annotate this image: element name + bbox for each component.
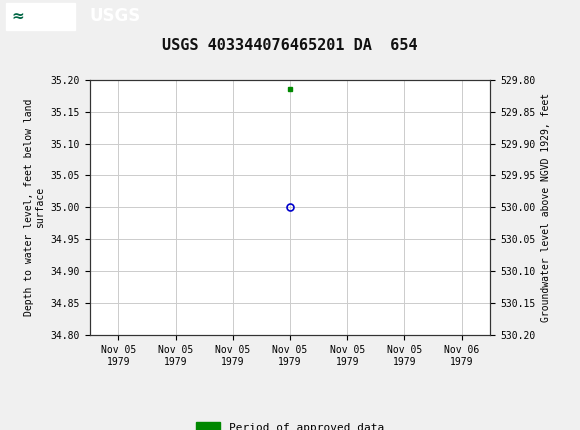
- Text: ≈: ≈: [12, 9, 24, 24]
- Text: USGS: USGS: [90, 7, 141, 25]
- Y-axis label: Depth to water level, feet below land
surface: Depth to water level, feet below land su…: [24, 99, 45, 316]
- Bar: [6, 3, 75, 30]
- Y-axis label: Groundwater level above NGVD 1929, feet: Groundwater level above NGVD 1929, feet: [541, 93, 550, 322]
- Legend: Period of approved data: Period of approved data: [191, 418, 389, 430]
- Text: USGS 403344076465201 DA  654: USGS 403344076465201 DA 654: [162, 38, 418, 52]
